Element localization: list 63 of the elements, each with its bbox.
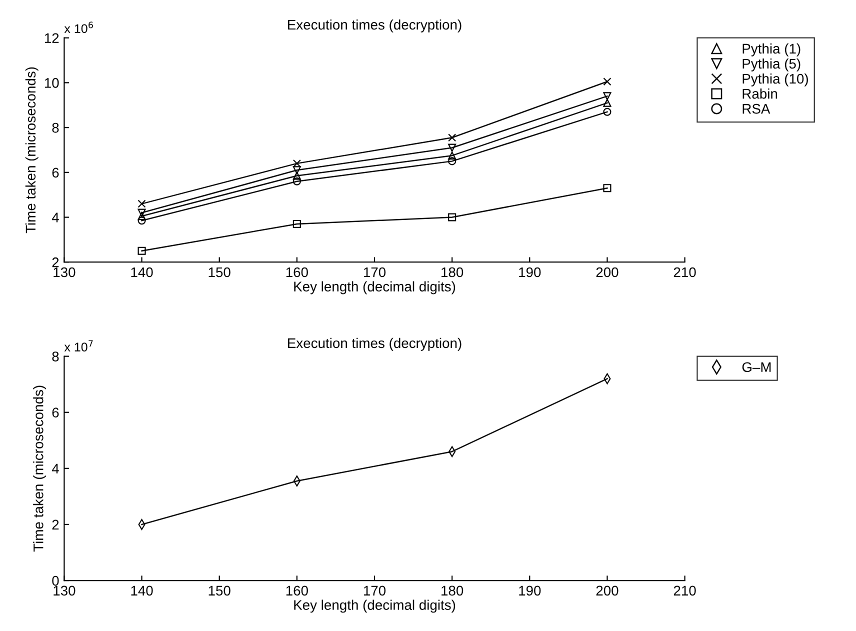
- legend-label: Pythia (10): [742, 73, 808, 86]
- x-tick-label: 190: [519, 267, 541, 278]
- point: [138, 208, 146, 217]
- y-axis-title: Time taken (microseconds): [25, 67, 38, 234]
- x-tick-label: 190: [519, 586, 541, 596]
- y-tick-label: 4: [52, 212, 59, 222]
- y-tick-label: 4: [52, 464, 59, 474]
- y-tick-label: 12: [44, 33, 59, 43]
- point: [138, 246, 146, 255]
- x-tick-label: 140: [131, 267, 153, 278]
- x-tick-label: 170: [364, 586, 386, 596]
- x-tick-label: 130: [54, 586, 76, 596]
- y-tick-label: 8: [52, 122, 59, 133]
- legend-label: RSA: [742, 104, 770, 114]
- y-tick-label: 6: [52, 168, 59, 178]
- point: [603, 184, 612, 192]
- point: [292, 172, 301, 180]
- y-tick-label: 6: [52, 408, 59, 418]
- x-axis-title: Key length (decimal digits): [294, 281, 456, 294]
- point: [292, 220, 301, 228]
- text: x 10$^{6}$: [64, 22, 93, 34]
- point: [138, 212, 146, 220]
- point: [603, 78, 612, 86]
- point: [603, 108, 612, 116]
- text: x 10$^{7}$: [64, 340, 93, 352]
- x-tick-label: 210: [674, 267, 696, 278]
- legend-label: Pythia (5): [742, 58, 800, 72]
- x-tick-label: 130: [54, 267, 76, 278]
- x-axis-title: Key length (decimal digits): [294, 600, 456, 613]
- point: [448, 213, 456, 222]
- x-tick-label: 170: [364, 267, 386, 278]
- y-tick-label: 8: [52, 352, 59, 362]
- chart-title: Execution times (decryption): [288, 19, 462, 32]
- point: [448, 152, 456, 160]
- x-tick-label: 180: [442, 267, 464, 278]
- x-tick-label: 160: [286, 586, 308, 596]
- x-tick-label: 210: [674, 586, 696, 596]
- point: [292, 166, 301, 174]
- y-tick-label: 2: [52, 520, 59, 530]
- legend-label: Pythia (1): [742, 43, 800, 56]
- x-tick-label: 150: [208, 267, 230, 278]
- point: [138, 200, 146, 208]
- point: [448, 144, 456, 152]
- x-tick-label: 150: [208, 586, 230, 596]
- point: [448, 157, 456, 166]
- point: [138, 216, 146, 225]
- x-tick-label: 200: [596, 267, 618, 278]
- y-tick-label: 2: [52, 257, 59, 268]
- legend-label: G–M: [742, 362, 771, 372]
- x-tick-label: 180: [442, 586, 464, 596]
- point: [603, 98, 612, 107]
- x-tick-label: 160: [286, 267, 308, 278]
- point: [448, 134, 456, 142]
- point: [292, 159, 301, 168]
- x-tick-label: 200: [596, 586, 618, 596]
- chart-title: Execution times (decryption): [288, 338, 462, 351]
- y-axis-title: Time taken (microseconds): [33, 386, 46, 552]
- legend-label: Rabin: [742, 88, 778, 99]
- y-tick-label: 10: [44, 78, 59, 88]
- point: [292, 177, 301, 186]
- y-tick-label: 0: [52, 576, 59, 586]
- point: [603, 92, 612, 100]
- x-tick-label: 140: [131, 586, 153, 596]
